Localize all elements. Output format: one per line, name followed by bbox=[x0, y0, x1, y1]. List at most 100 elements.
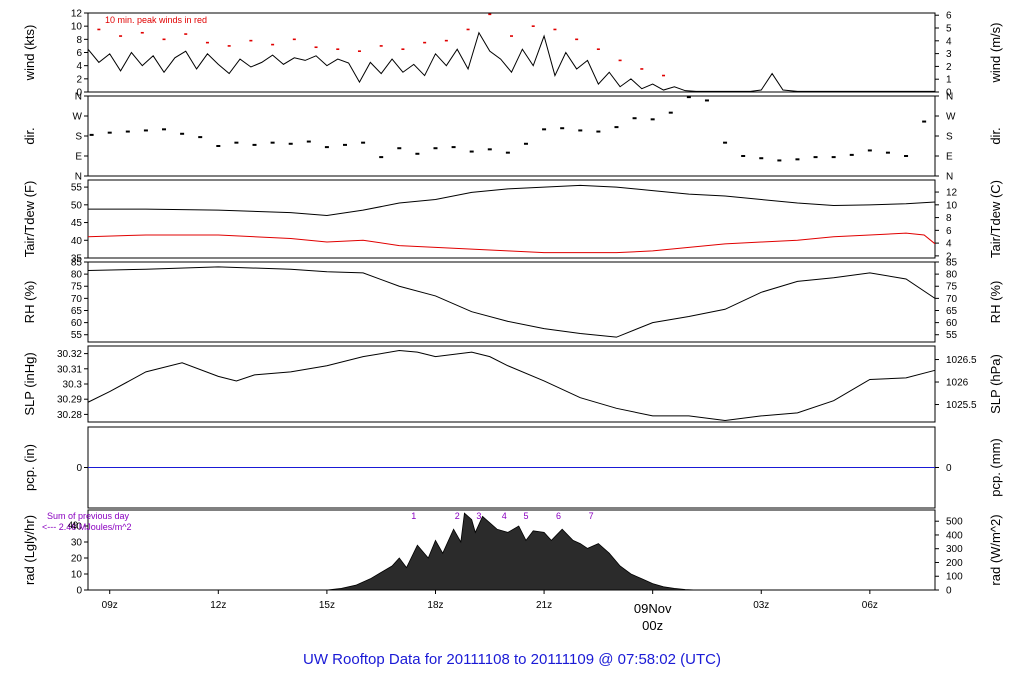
wind-peak-mark bbox=[119, 35, 123, 37]
dir-ytick-label: N bbox=[75, 172, 82, 183]
dir-point bbox=[922, 120, 927, 123]
x-date-label: 09Nov bbox=[634, 601, 672, 616]
temp-air-line bbox=[88, 184, 936, 216]
x-tick-label: 12z bbox=[210, 600, 226, 611]
pcp-ylabel-right: pcp. (mm) bbox=[988, 438, 1003, 497]
slp-ylabel-right: SLP (hPa) bbox=[988, 354, 1003, 414]
pcp-ylabel: pcp. (in) bbox=[22, 444, 37, 491]
wind-peak-mark bbox=[662, 74, 666, 77]
rad-ytick-label: 20 bbox=[71, 554, 83, 565]
x-tick-label: 06z bbox=[862, 600, 878, 611]
rh-rtick-label: 85 bbox=[946, 258, 958, 269]
wind-rtick-label: 5 bbox=[946, 24, 952, 35]
rad-sum-label: Sum of previous day bbox=[47, 511, 130, 521]
rad-hour-mark: 3 bbox=[476, 511, 481, 521]
slp-rtick-label: 1026.5 bbox=[946, 355, 977, 366]
wind-peak-annotation: 10 min. peak winds in red bbox=[105, 15, 207, 25]
temp-frame bbox=[87, 179, 936, 259]
dir-point bbox=[361, 141, 366, 144]
rad-area bbox=[326, 512, 697, 591]
rad-hour-mark: 2 bbox=[455, 511, 460, 521]
dir-point bbox=[885, 151, 890, 154]
dir-point bbox=[324, 146, 329, 149]
rad-ytick-label: 30 bbox=[71, 538, 83, 549]
slp-ytick-label: 30.29 bbox=[57, 395, 82, 406]
wind-peak-mark bbox=[184, 33, 188, 35]
slp-ytick-label: 30.31 bbox=[57, 364, 82, 375]
wind-rtick-label: 6 bbox=[946, 11, 952, 22]
wind-ylabel-right: wind (m/s) bbox=[988, 23, 1003, 84]
temp-dew-line bbox=[87, 232, 936, 254]
dir-rtick-label: N bbox=[946, 92, 953, 103]
dir-point bbox=[578, 129, 583, 132]
rad-hour-mark: 1 bbox=[411, 511, 416, 521]
dir-frame bbox=[87, 95, 936, 177]
dir-point bbox=[867, 149, 872, 152]
dir-point bbox=[306, 140, 311, 143]
dir-rtick-label: E bbox=[946, 152, 953, 163]
dir-rtick-label: N bbox=[946, 172, 953, 183]
wind-peak-mark bbox=[488, 13, 492, 16]
pcp-rtick-label: 0 bbox=[946, 463, 952, 474]
dir-point bbox=[234, 141, 239, 144]
dir-point bbox=[777, 159, 782, 162]
slp-frame bbox=[87, 345, 936, 423]
dir-point bbox=[379, 156, 384, 159]
wind-ytick-label: 12 bbox=[71, 9, 83, 20]
wind-peak-mark bbox=[249, 39, 253, 42]
slp-rtick-label: 1025.5 bbox=[946, 400, 977, 411]
wind-line bbox=[87, 31, 935, 92]
dir-point bbox=[433, 147, 438, 150]
wind-rtick-label: 1 bbox=[946, 75, 952, 86]
dir-point bbox=[125, 130, 130, 133]
rad-sum-value: <--- 2.46 MJoules/m^2 bbox=[42, 522, 132, 532]
rh-ytick-label: 75 bbox=[71, 282, 83, 293]
dir-ylabel: dir. bbox=[22, 127, 37, 144]
dir-ytick-label: E bbox=[75, 152, 82, 163]
rh-line bbox=[87, 266, 936, 338]
wind-peak-mark bbox=[97, 28, 101, 31]
dir-point bbox=[686, 96, 691, 99]
rad-rtick-label: 0 bbox=[946, 586, 952, 597]
dir-point bbox=[89, 133, 94, 136]
rh-rtick-label: 80 bbox=[946, 270, 958, 281]
dir-point bbox=[596, 130, 601, 133]
rad-rtick-label: 400 bbox=[946, 530, 963, 541]
wind-peak-mark bbox=[510, 35, 513, 37]
wind-peak-mark bbox=[140, 31, 144, 34]
dir-point bbox=[542, 128, 547, 131]
dir-ytick-label: N bbox=[75, 92, 82, 103]
dir-rtick-label: S bbox=[946, 132, 953, 143]
slp-line bbox=[87, 350, 936, 421]
temp-ytick-label: 35 bbox=[71, 254, 83, 265]
temp-rtick-label: 8 bbox=[946, 213, 952, 224]
dir-point bbox=[523, 142, 528, 145]
wind-peak-mark bbox=[205, 41, 209, 44]
rad-ytick-label: 40 bbox=[71, 522, 83, 533]
wind-ytick-label: 4 bbox=[76, 61, 82, 72]
wind-peak-mark bbox=[401, 48, 405, 51]
rad-ylabel-right: rad (W/m^2) bbox=[988, 514, 1003, 585]
wind-peak-mark bbox=[640, 68, 644, 70]
temp-ytick-label: 45 bbox=[71, 218, 83, 229]
rad-hour-mark: 6 bbox=[556, 511, 561, 521]
wind-peak-mark bbox=[531, 25, 535, 27]
slp-ytick-label: 30.32 bbox=[57, 349, 82, 360]
slp-ylabel: SLP (inHg) bbox=[22, 352, 37, 415]
rh-frame bbox=[87, 261, 936, 343]
dir-point bbox=[704, 99, 709, 102]
dir-point bbox=[904, 155, 909, 157]
wind-peak-mark bbox=[444, 39, 448, 42]
temp-ytick-label: 40 bbox=[71, 236, 83, 247]
temp-ytick-label: 55 bbox=[71, 183, 83, 194]
temp-ylabel: Tair/Tdew (F) bbox=[22, 181, 37, 258]
dir-point bbox=[415, 152, 420, 155]
dir-point bbox=[252, 143, 257, 146]
wind-ytick-label: 10 bbox=[71, 22, 83, 33]
dir-point bbox=[560, 127, 565, 130]
wind-ytick-label: 0 bbox=[76, 88, 82, 99]
dir-point bbox=[198, 136, 203, 139]
dir-ytick-label: S bbox=[75, 132, 82, 143]
dir-point bbox=[614, 126, 619, 129]
